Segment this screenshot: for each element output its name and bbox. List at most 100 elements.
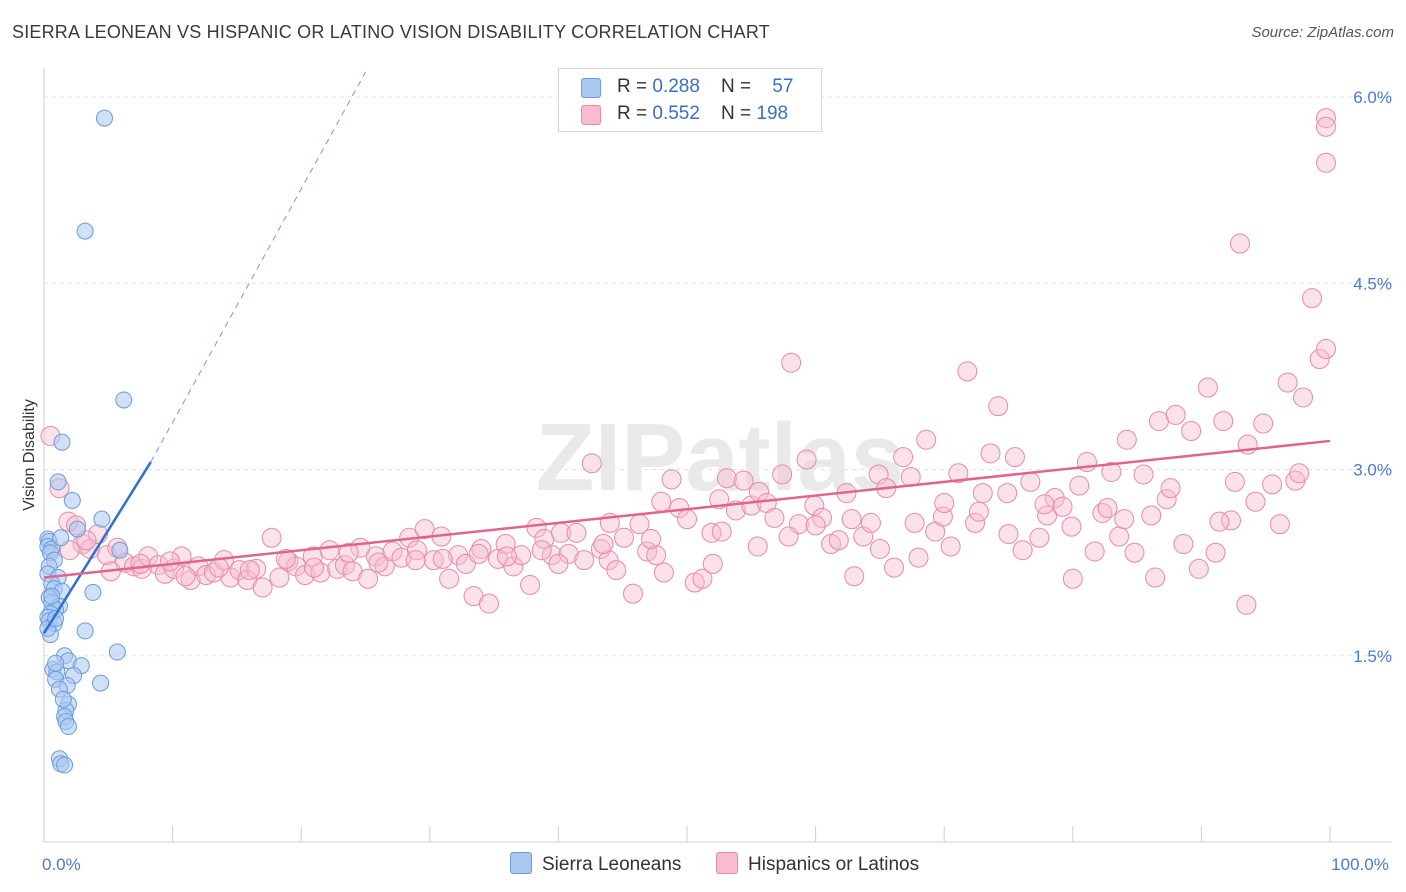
data-point [692, 568, 713, 589]
data-point [130, 553, 151, 574]
data-point [414, 519, 435, 540]
data-point [503, 556, 524, 577]
data-point [733, 470, 754, 491]
data-point [764, 507, 785, 528]
y-axis-label: Vision Disability [21, 399, 38, 511]
data-point [63, 492, 81, 510]
data-point [49, 473, 67, 491]
data-point [1101, 461, 1122, 482]
data-point [593, 534, 614, 554]
bottom-legend-sierra-leoneans: Sierra Leoneans [510, 852, 681, 876]
data-point [1173, 534, 1194, 554]
data-point [59, 718, 77, 736]
data-point [778, 526, 799, 547]
data-point [653, 562, 674, 583]
data-point [1205, 542, 1226, 563]
data-point [368, 552, 389, 573]
legend-swatch-blue [581, 78, 601, 98]
data-point [574, 550, 595, 571]
stats-legend: R = 0.288 N = 57 R = 0.552 N = 198 [558, 68, 822, 132]
bottom-legend-label: Hispanics or Latinos [748, 854, 920, 875]
data-point [439, 568, 460, 589]
data-point [196, 565, 217, 586]
data-point [1097, 497, 1118, 518]
data-point [319, 540, 340, 561]
data-point [781, 352, 802, 373]
data-point [304, 557, 325, 578]
data-point [677, 509, 697, 530]
data-point [208, 557, 229, 578]
data-point [1292, 387, 1313, 408]
legend-r-label: R = [617, 76, 653, 97]
data-point [948, 463, 969, 484]
legend-n-value: 198 [756, 103, 789, 124]
data-point [1044, 488, 1065, 509]
data-point [406, 540, 427, 561]
data-point [646, 545, 667, 566]
data-point [904, 512, 925, 533]
data-point [1145, 567, 1166, 588]
data-point [229, 560, 250, 581]
data-point [108, 643, 126, 661]
data-point [52, 529, 70, 547]
data-point [252, 577, 273, 598]
data-point [1316, 152, 1336, 173]
grid-layer [44, 96, 1392, 657]
data-point [1061, 516, 1082, 537]
data-point [275, 548, 296, 569]
data-point [1156, 489, 1177, 510]
data-point [701, 522, 722, 543]
legend-n-label: N = [721, 103, 757, 124]
trend-layer [42, 71, 1331, 635]
data-point [1109, 526, 1130, 547]
data-point [59, 540, 80, 561]
series-sierra-leoneans [39, 109, 133, 774]
data-point [47, 654, 65, 672]
data-point [1116, 429, 1137, 450]
data-point [709, 489, 730, 510]
data-point [1004, 447, 1025, 468]
data-point [997, 483, 1018, 504]
data-point [860, 512, 881, 533]
data-point [957, 361, 978, 382]
data-point [531, 540, 552, 561]
data-point [1114, 509, 1135, 530]
data-point [1262, 474, 1283, 495]
data-point [1316, 116, 1336, 137]
data-point [651, 491, 672, 512]
data-point [1160, 478, 1181, 499]
data-point [1253, 413, 1274, 434]
data-point [1181, 421, 1202, 442]
data-point [566, 522, 587, 543]
trend-line-blue [42, 461, 152, 635]
bottom-legend-swatch-pink [716, 852, 738, 874]
data-point [1209, 511, 1230, 532]
data-point [526, 517, 547, 538]
data-point [95, 109, 113, 127]
data-point [1301, 288, 1322, 309]
points-layer [39, 108, 1336, 774]
data-point [1316, 108, 1336, 129]
data-point [1213, 411, 1234, 432]
x-tick-label: 100.0% [1331, 855, 1389, 874]
data-point [613, 527, 634, 548]
data-point [869, 538, 890, 559]
data-point [269, 567, 290, 588]
data-point [1062, 568, 1083, 589]
data-point [968, 501, 989, 522]
bottom-legend-swatch-blue [510, 852, 532, 874]
data-point [828, 530, 849, 551]
data-point [606, 560, 627, 581]
data-point [998, 524, 1019, 545]
data-point [598, 550, 619, 571]
data-point [261, 527, 282, 548]
axis-layer: 1.5% 3.0% 4.5% 6.0% 0.0% 100.0% [42, 68, 1392, 874]
chart-title: SIERRA LEONEAN VS HISPANIC OR LATINO VIS… [12, 22, 770, 42]
data-point [1133, 464, 1154, 485]
data-point [1124, 542, 1145, 563]
series-hispanics [40, 108, 1336, 615]
data-point [54, 690, 72, 708]
legend-swatch-pink [581, 105, 601, 125]
data-point [1316, 339, 1336, 360]
